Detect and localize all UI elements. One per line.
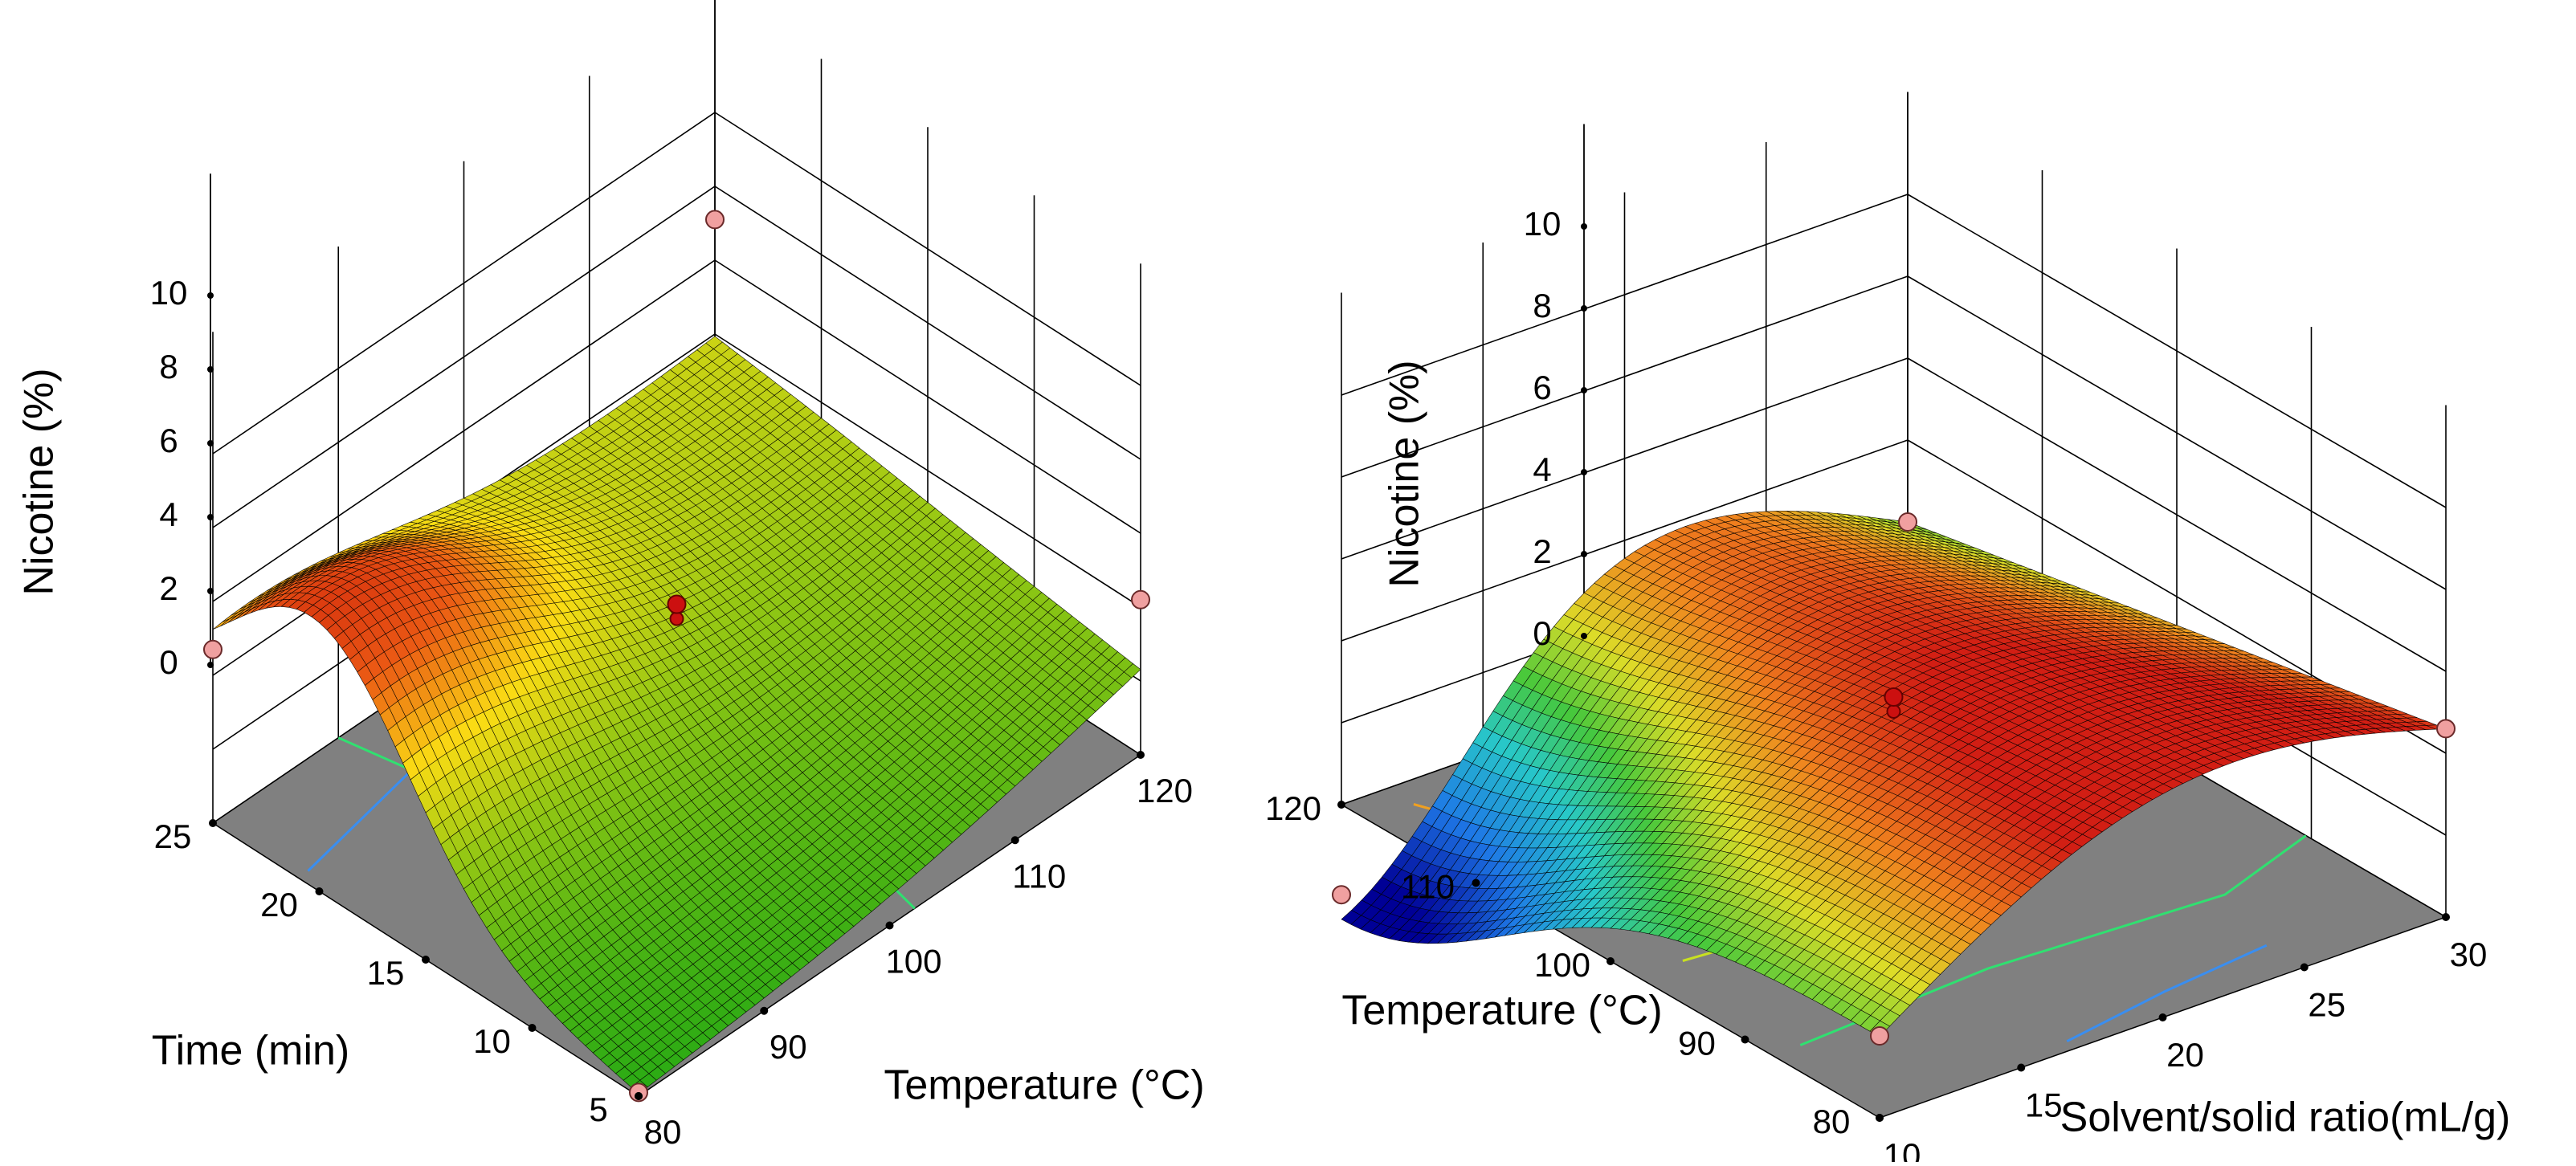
z-tick-label: 8 bbox=[159, 348, 178, 385]
b-tick-label: 120 bbox=[1137, 772, 1193, 809]
z-tick-mark bbox=[207, 514, 214, 520]
surface-cell bbox=[213, 619, 230, 630]
b-tick-mark bbox=[886, 922, 894, 930]
center-point-marker bbox=[668, 596, 686, 614]
a-tick-mark bbox=[209, 819, 217, 827]
z-tick-mark bbox=[207, 292, 214, 299]
b-axis-title: Temperature (°C) bbox=[884, 1062, 1204, 1109]
center-point-marker bbox=[671, 613, 684, 626]
design-point-marker bbox=[1132, 591, 1149, 609]
z-tick-mark bbox=[207, 662, 214, 668]
design-point-marker bbox=[204, 641, 222, 658]
a-tick-mark bbox=[316, 887, 324, 895]
a-axis-title: Time (min) bbox=[152, 1028, 350, 1074]
chart-1: 0 2 4 6 8 10 5 10 15 20 25 80 90 100 110 120 Nicotine (%… bbox=[16, 0, 1205, 1151]
b-tick-mark bbox=[1011, 836, 1019, 844]
b-tick-label: 110 bbox=[1012, 857, 1066, 895]
design-point-marker bbox=[706, 210, 724, 228]
response-surface bbox=[213, 336, 1141, 1094]
a-tick-label: 20 bbox=[260, 886, 298, 923]
b-tick-label: 100 bbox=[885, 943, 941, 980]
z-tick-label: 4 bbox=[159, 495, 178, 533]
b-tick-mark bbox=[1137, 751, 1145, 759]
a-tick-label: 15 bbox=[367, 954, 405, 992]
a-tick-mark bbox=[422, 956, 430, 964]
z-tick-mark bbox=[207, 366, 214, 373]
z-tick-label: 10 bbox=[150, 274, 188, 312]
z-tick-labels: 0 2 4 6 8 10 bbox=[150, 274, 214, 681]
z-tick-label: 0 bbox=[159, 643, 178, 681]
a-tick-mark bbox=[529, 1024, 537, 1032]
z-axis-title: Nicotine (%) bbox=[16, 368, 63, 595]
a-tick-label: 10 bbox=[473, 1022, 511, 1060]
b-tick-label: 90 bbox=[770, 1028, 807, 1066]
z-tick-label: 6 bbox=[159, 422, 178, 459]
z-tick-mark bbox=[207, 440, 214, 446]
b-tick-mark bbox=[635, 1092, 643, 1100]
z-tick-label: 2 bbox=[159, 569, 178, 607]
a-tick-label: 5 bbox=[589, 1091, 607, 1128]
b-tick-label: 80 bbox=[644, 1113, 682, 1151]
b-tick-mark bbox=[760, 1007, 768, 1015]
a-tick-label: 25 bbox=[154, 817, 192, 855]
z-tick-mark bbox=[207, 588, 214, 594]
